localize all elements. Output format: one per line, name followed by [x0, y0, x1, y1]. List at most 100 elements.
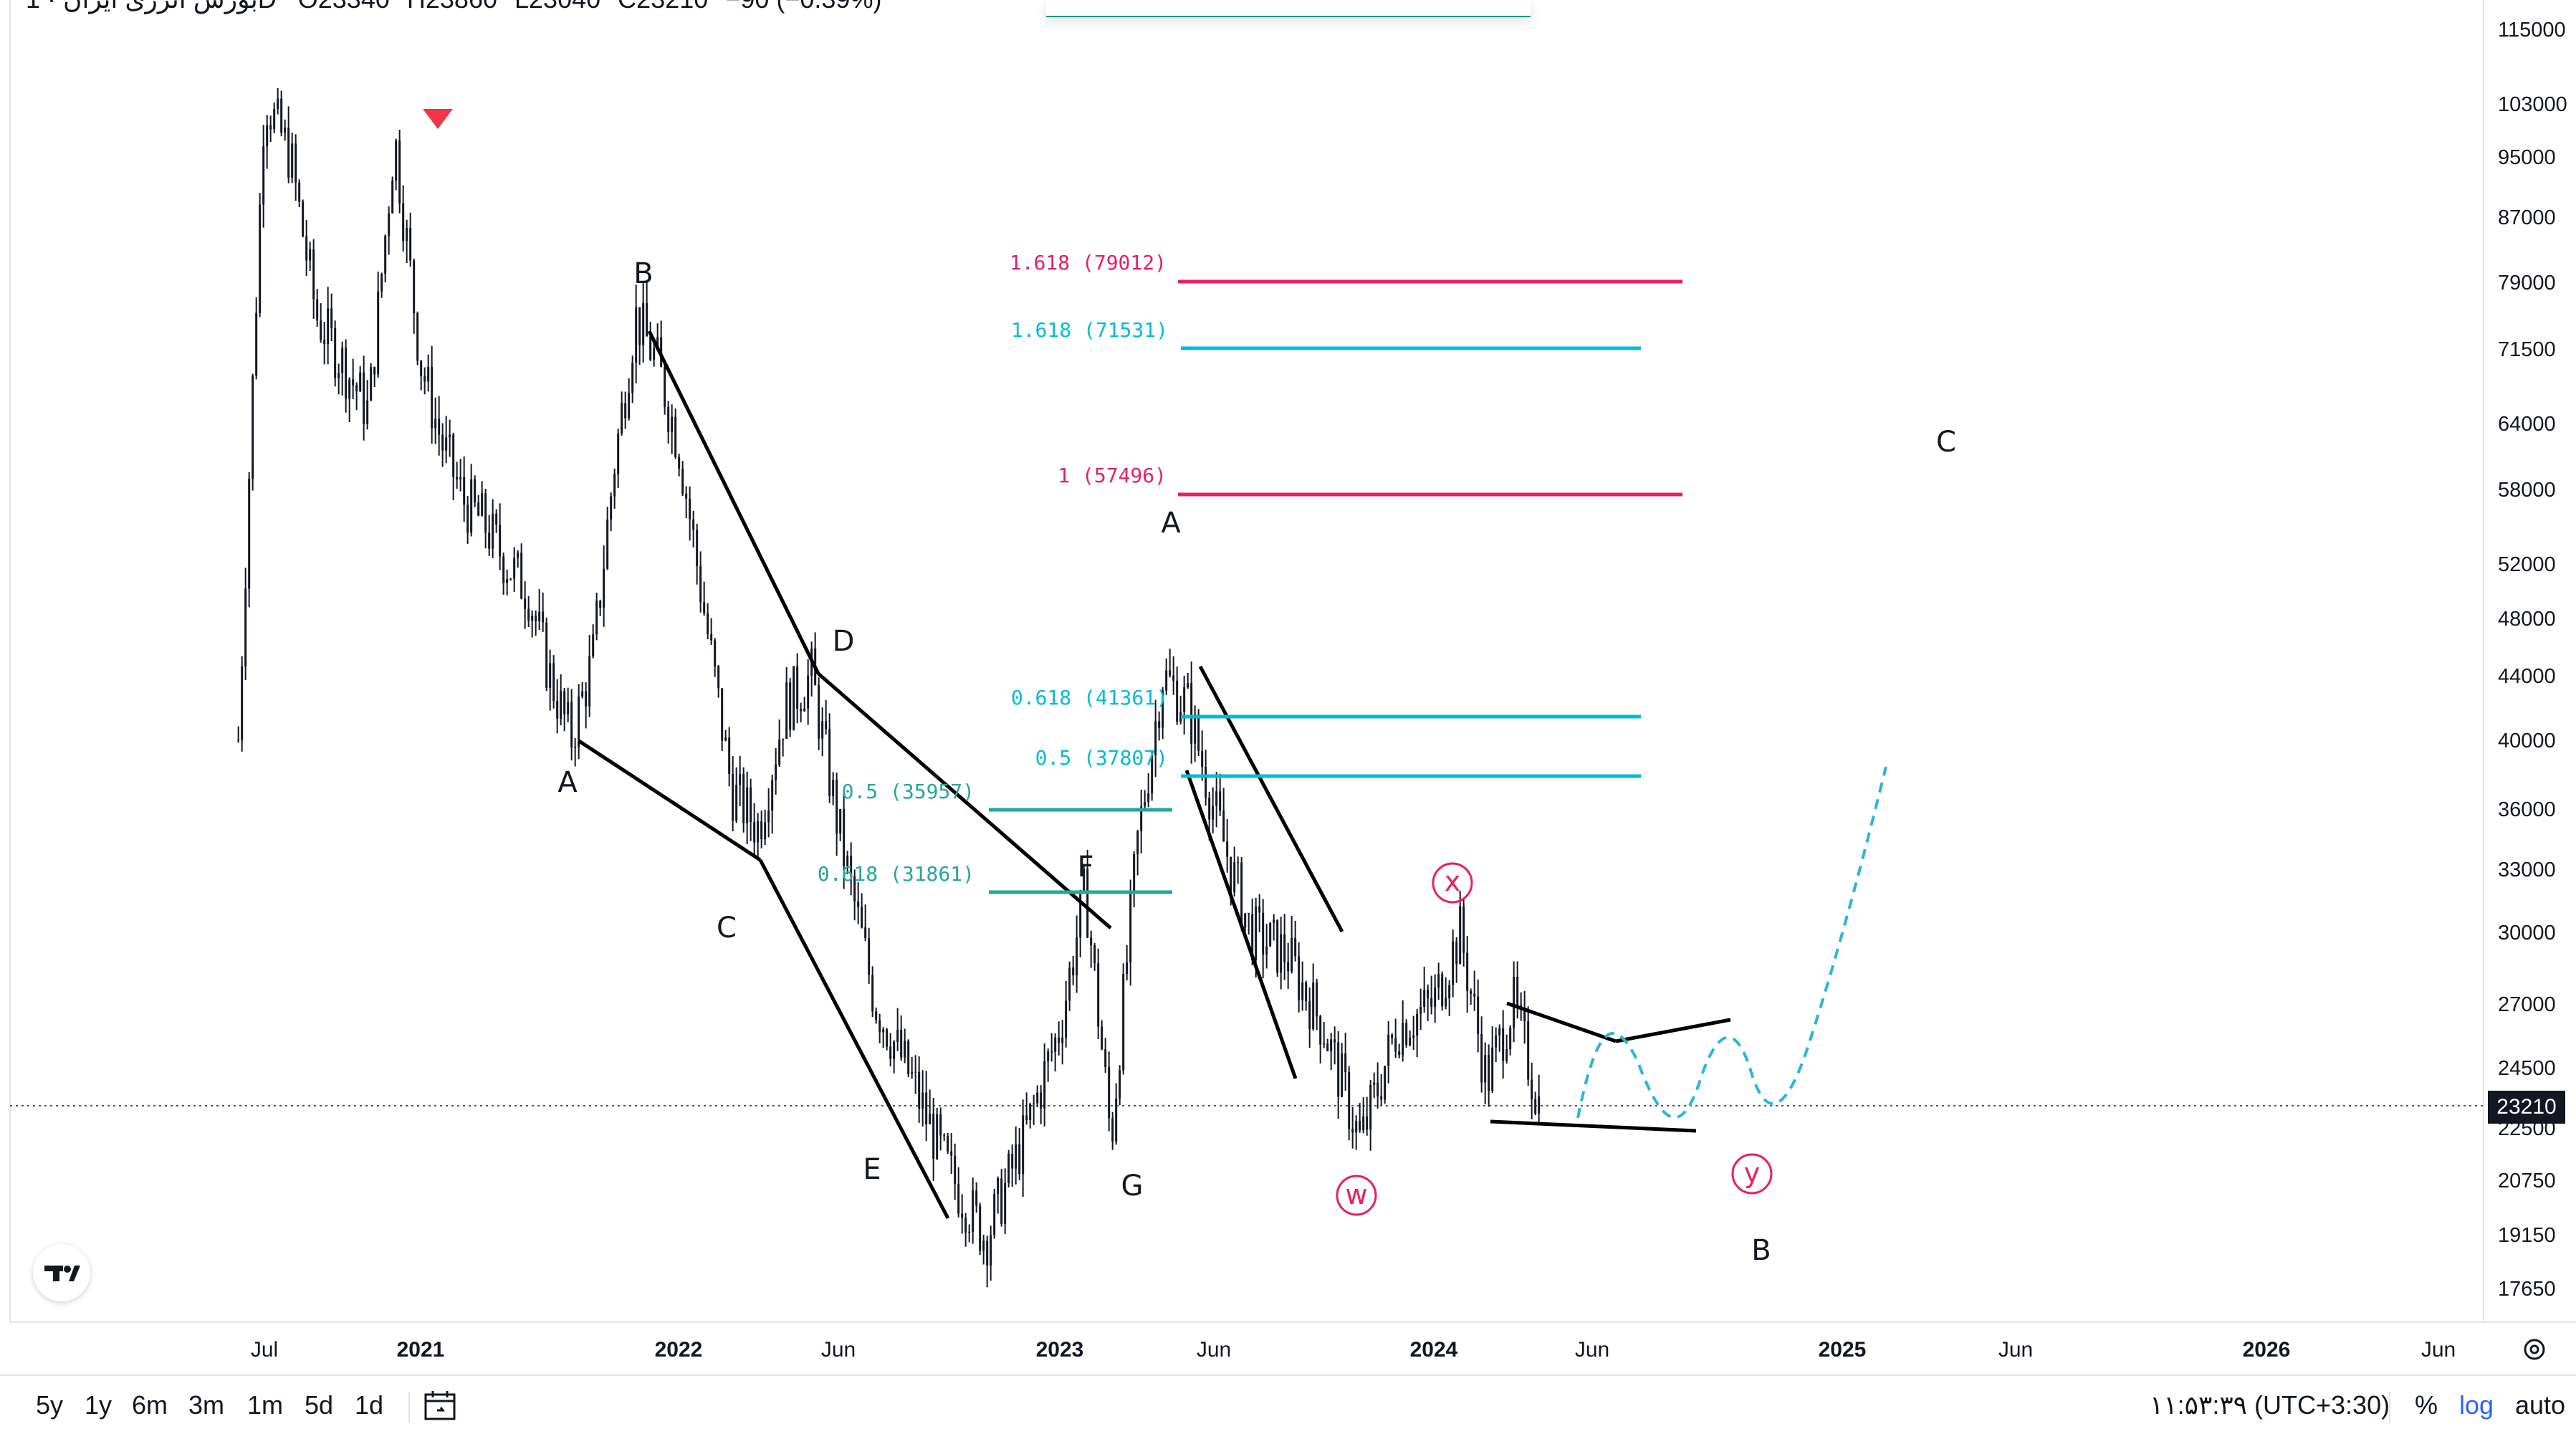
range-5y-button[interactable]: 5y: [36, 1390, 64, 1420]
candle-body: [1294, 938, 1297, 957]
candle-body: [1205, 767, 1207, 798]
candle-body: [1072, 967, 1075, 976]
candle-body: [1169, 670, 1172, 676]
candle-body: [1498, 1028, 1501, 1036]
candle-body: [857, 902, 860, 907]
price-tick-label: 87000: [2498, 206, 2556, 229]
candle-body: [592, 634, 595, 656]
chart-canvas[interactable]: 115000 103000 95000 87000 79000 71500 64000 580…: [0, 0, 2576, 1374]
candle-body: [599, 601, 602, 608]
candle-body: [244, 588, 247, 666]
candle-body: [488, 532, 491, 549]
candle-body: [549, 663, 552, 688]
candle-body: [1376, 1082, 1379, 1096]
candle-body: [337, 373, 340, 378]
candle-body: [370, 367, 373, 401]
candle-body: [1187, 683, 1189, 688]
range-3m-button[interactable]: 3m: [188, 1390, 225, 1420]
percent-toggle[interactable]: %: [2415, 1390, 2438, 1420]
price-tick-label: 52000: [2498, 553, 2556, 576]
candle-body: [1083, 869, 1086, 891]
candle-body: [997, 1178, 1000, 1195]
ohlc-high: H23860: [407, 0, 497, 14]
candle-body: [1334, 1039, 1336, 1043]
candle-body: [1480, 1033, 1483, 1083]
candle-body: [1319, 1016, 1322, 1045]
candle-body: [642, 302, 645, 345]
range-6m-button[interactable]: 6m: [132, 1390, 168, 1420]
candle-body: [1373, 1082, 1376, 1085]
time-tick-label: 2024: [1410, 1338, 1458, 1362]
calendar-icon[interactable]: [423, 1389, 460, 1423]
range-1m-button[interactable]: 1m: [247, 1390, 284, 1420]
wave-label-x: x: [1445, 866, 1461, 897]
candle-body: [1079, 890, 1082, 938]
auto-toggle[interactable]: auto: [2515, 1390, 2566, 1420]
candle-body: [900, 1030, 903, 1058]
candle-body: [563, 691, 566, 714]
time-tick-label: Jun: [821, 1338, 856, 1362]
candle-body: [681, 468, 684, 494]
range-1d-button[interactable]: 1d: [355, 1390, 384, 1420]
candle-body: [1119, 1070, 1121, 1099]
candle-body: [588, 656, 591, 707]
candle-body: [760, 821, 763, 839]
candle-body: [825, 721, 828, 730]
candle-body: [1405, 1023, 1408, 1046]
candle-body: [1291, 938, 1293, 972]
candle-body: [560, 691, 562, 719]
candle-body: [1233, 862, 1236, 892]
candle-body: [517, 553, 519, 558]
candle-body: [273, 109, 276, 130]
candle-body: [1240, 862, 1243, 928]
time-axis[interactable]: Jul 2021 2022 Jun 2023 Jun 2024 Jun 2025 Jun 2026 J…: [251, 1338, 2456, 1362]
candle-body: [875, 1011, 878, 1020]
chart-settings-icon[interactable]: [2517, 1331, 2552, 1367]
price-axis[interactable]: 115000 103000 95000 87000 79000 71500 64000 580…: [2498, 19, 2567, 1301]
wave-y-circle: [1731, 1153, 1773, 1195]
wave-label-a1: A: [557, 766, 578, 799]
candle-body: [921, 1092, 924, 1109]
symbol-title[interactable]: بورس انرژی ایران · 1D: [26, 0, 277, 14]
range-5d-button[interactable]: 5d: [305, 1390, 334, 1420]
ohlc-low: L23040: [514, 0, 600, 14]
candle-body: [481, 493, 484, 516]
candle-body: [603, 568, 605, 608]
fib-teal-0618-label: 0.618 (31861): [818, 862, 975, 886]
clock-display[interactable]: ۱۱:۵۳:۳۹ (UTC+3:30): [2150, 1390, 2390, 1420]
candle-body: [613, 474, 616, 497]
candle-body: [710, 633, 713, 641]
candle-body: [717, 666, 720, 689]
candle-body: [1398, 1051, 1401, 1056]
tradingview-logo[interactable]: [33, 1244, 90, 1301]
time-tick-label: 2023: [1036, 1338, 1084, 1362]
projection-path: [1576, 766, 1887, 1119]
wave-label-f1: F: [1077, 851, 1093, 884]
candle-body: [993, 1194, 996, 1235]
candle-body: [363, 372, 365, 424]
candle-body: [775, 764, 777, 780]
candle-body: [896, 1030, 899, 1042]
candle-body: [585, 691, 588, 707]
candle-body: [535, 616, 537, 621]
fibonacci-levels[interactable]: [989, 279, 1682, 894]
candle-body: [1312, 982, 1315, 1030]
candle-body: [1097, 963, 1100, 1027]
candle-body: [610, 496, 613, 520]
trendline-b-d: [647, 330, 820, 675]
candle-body: [929, 1114, 932, 1124]
popup-panel[interactable]: [1046, 0, 1531, 17]
candle-body: [359, 372, 362, 392]
candle-body: [1283, 934, 1286, 962]
candle-body: [552, 663, 555, 702]
candle-body: [409, 227, 412, 261]
candle-body: [1455, 941, 1458, 965]
log-toggle[interactable]: log: [2459, 1390, 2494, 1420]
candle-body: [1391, 1034, 1394, 1038]
candle-body: [621, 403, 623, 434]
symbol-header[interactable]: بورس انرژی ایران · 1D O23340 H23860 L230…: [26, 0, 891, 14]
candle-body: [853, 876, 856, 902]
ohlc-close: C23210: [618, 0, 708, 14]
range-1y-button[interactable]: 1y: [85, 1390, 112, 1420]
candle-body: [1323, 1043, 1326, 1045]
